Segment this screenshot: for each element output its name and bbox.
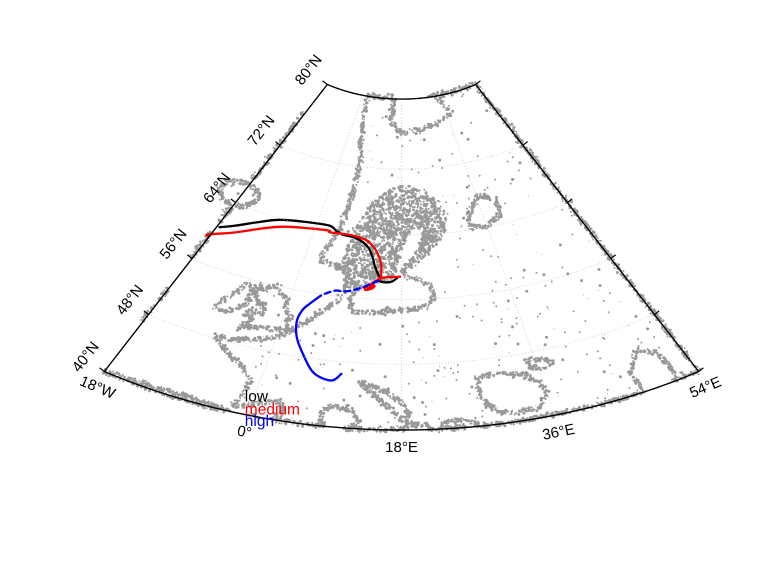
svg-text:18°E: 18°E — [385, 439, 418, 456]
svg-text:high: high — [245, 413, 274, 430]
